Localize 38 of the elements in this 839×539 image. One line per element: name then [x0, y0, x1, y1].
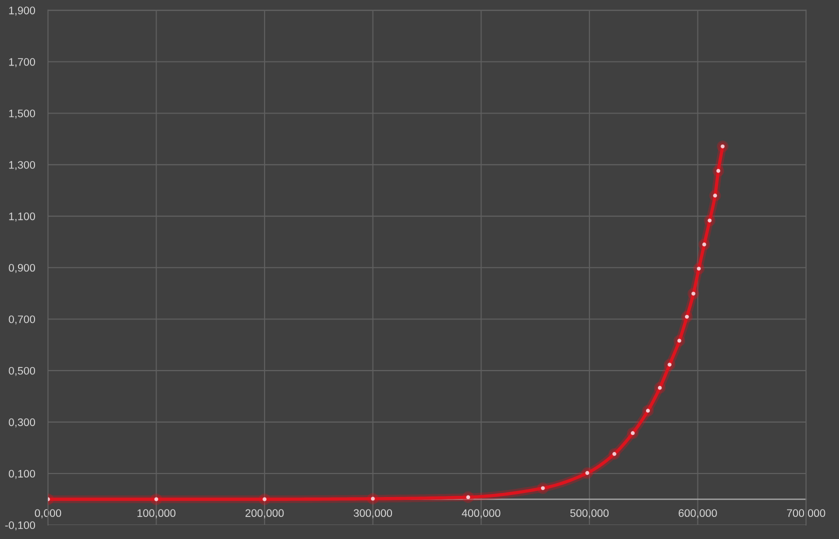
- y-tick-label: 0,500: [8, 366, 36, 376]
- point: [716, 140, 728, 152]
- point: [608, 448, 620, 460]
- x-tick-label: 700,000: [787, 509, 826, 518]
- y-tick-label: 1,500: [9, 110, 36, 119]
- point: [704, 214, 716, 226]
- point: [674, 334, 686, 346]
- y-tick-label: 1,100: [9, 212, 36, 222]
- point: [693, 262, 705, 274]
- y-tick-label: 1,300: [9, 161, 36, 170]
- y-tick-label: 1,900: [9, 6, 36, 16]
- x-tick-label: 300,000: [354, 509, 392, 518]
- point: [150, 493, 162, 506]
- y-tick-label: -0,100: [5, 521, 36, 530]
- y-tick-label: 0,300: [8, 418, 36, 428]
- x-tick-label: 200,000: [246, 509, 284, 518]
- point: [681, 311, 693, 323]
- point: [664, 358, 676, 370]
- y-tick-label: 0,100: [8, 470, 36, 479]
- point: [712, 165, 724, 177]
- y-tick-label: 0,900: [8, 264, 36, 273]
- point: [698, 238, 710, 250]
- point: [688, 288, 700, 300]
- point: [537, 482, 549, 494]
- y-tick-label: 0,700: [8, 315, 36, 324]
- x-tick-label: 600,000: [678, 509, 717, 518]
- point: [367, 492, 379, 504]
- x-tick-label: 400,000: [462, 509, 500, 518]
- x-tick-label: 500,000: [570, 509, 609, 518]
- y-tick-label: 1,700: [9, 58, 36, 68]
- x-tick-label: 100,000: [138, 509, 176, 518]
- point: [654, 382, 666, 394]
- point: [626, 427, 639, 439]
- point: [709, 190, 721, 202]
- point: [582, 467, 594, 479]
- point: [258, 493, 270, 506]
- point: [462, 491, 474, 503]
- point: [642, 404, 654, 416]
